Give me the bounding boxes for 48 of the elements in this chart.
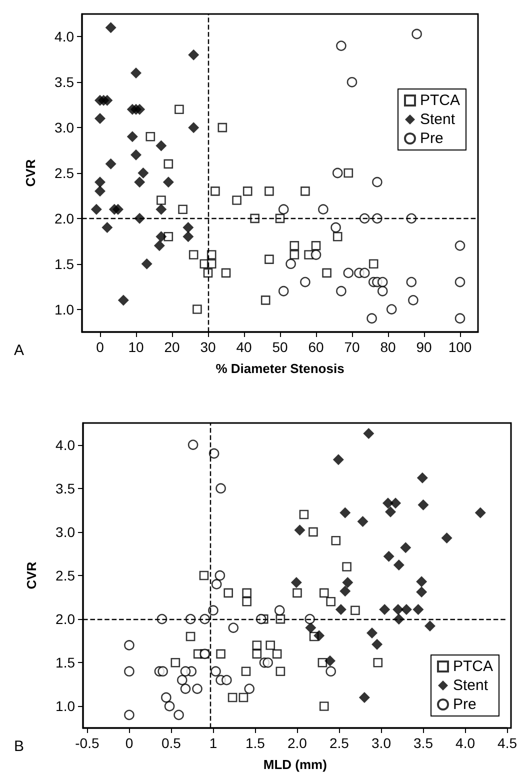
legend-label: Stent [452,677,489,694]
x-tick-label: 10 [128,339,144,355]
text: A [14,342,24,359]
y-axis-title: CVR [23,158,38,187]
x-axis-title: MLD (mm) [263,757,327,772]
y-tick-label: 1.0 [56,698,76,714]
legend-label: Pre [420,130,444,147]
x-tick-label: 80 [380,339,396,355]
x-tick-label: 0 [125,735,134,751]
x-tick-label: 30 [200,339,216,355]
x-tick-label: -0.5 [75,735,100,751]
y-tick-label: 2.5 [54,165,74,181]
y-tick-label: 2.0 [54,210,74,226]
x-tick-label: 3.0 [372,735,392,751]
x-tick-label: 4.5 [498,735,518,751]
y-tick-label: 2.5 [56,568,76,584]
y-tick-label: 3.5 [56,480,76,496]
y-tick-label: 4.0 [54,28,74,45]
y-tick-label: 2.0 [56,611,76,628]
y-tick-label: 1.0 [54,301,74,318]
text: B [14,738,24,755]
x-tick-label: 40 [236,339,252,355]
x-tick-label: 2.0 [288,735,308,751]
y-tick-label: 3.5 [54,74,74,90]
x-tick-label: 4.0 [456,735,476,751]
y-tick-label: 3.0 [56,524,76,540]
y-tick-label: 3.0 [54,120,74,136]
y-tick-label: 1.5 [54,256,74,272]
y-tick-label: 1.5 [56,654,76,671]
y-axis-title: CVR [24,561,39,590]
legend-label: Stent [420,111,456,128]
x-tick-label: 70 [344,339,360,355]
x-tick-label: 100 [448,339,472,355]
x-tick-label: 20 [164,339,180,355]
x-tick-label: 3.5 [414,735,434,751]
x-axis-title: % Diameter Stenosis [216,361,344,376]
x-tick-label: 1 [209,735,218,751]
x-tick-label: 60 [308,339,324,355]
x-tick-label: 1.5 [245,735,266,751]
x-tick-label: 50 [272,339,288,355]
legend-label: PTCA [452,658,494,675]
legend-label: Pre [452,696,476,713]
x-tick-label: 2.5 [330,735,350,751]
y-tick-label: 4.0 [56,436,76,453]
x-tick-label: 90 [416,339,432,355]
x-tick-label: 0.5 [161,735,182,751]
legend-label: PTCA [420,92,460,109]
x-tick-label: 0 [96,339,104,355]
